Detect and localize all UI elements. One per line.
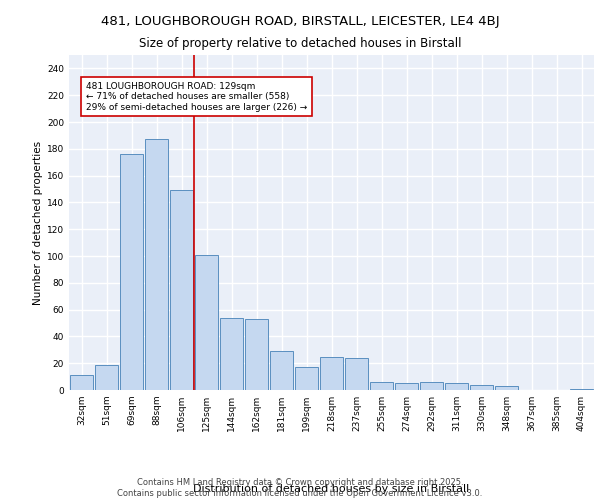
Text: 481 LOUGHBOROUGH ROAD: 129sqm
← 71% of detached houses are smaller (558)
29% of : 481 LOUGHBOROUGH ROAD: 129sqm ← 71% of d… xyxy=(86,82,307,112)
Bar xyxy=(95,364,118,390)
Bar xyxy=(470,384,493,390)
Text: 481, LOUGHBOROUGH ROAD, BIRSTALL, LEICESTER, LE4 4BJ: 481, LOUGHBOROUGH ROAD, BIRSTALL, LEICES… xyxy=(101,15,499,28)
Bar xyxy=(420,382,443,390)
Bar xyxy=(70,376,93,390)
Bar xyxy=(445,384,468,390)
Bar xyxy=(120,154,143,390)
Bar xyxy=(345,358,368,390)
Bar xyxy=(395,384,418,390)
Text: Contains HM Land Registry data © Crown copyright and database right 2025.
Contai: Contains HM Land Registry data © Crown c… xyxy=(118,478,482,498)
Text: Size of property relative to detached houses in Birstall: Size of property relative to detached ho… xyxy=(139,38,461,51)
Bar xyxy=(195,254,218,390)
Y-axis label: Number of detached properties: Number of detached properties xyxy=(33,140,43,304)
Bar xyxy=(320,356,343,390)
Bar xyxy=(245,319,268,390)
Bar xyxy=(295,367,318,390)
Bar xyxy=(145,140,168,390)
Bar xyxy=(220,318,243,390)
Bar xyxy=(370,382,393,390)
Bar xyxy=(570,388,593,390)
Bar xyxy=(170,190,193,390)
Bar xyxy=(495,386,518,390)
Bar xyxy=(270,351,293,390)
X-axis label: Distribution of detached houses by size in Birstall: Distribution of detached houses by size … xyxy=(193,484,470,494)
